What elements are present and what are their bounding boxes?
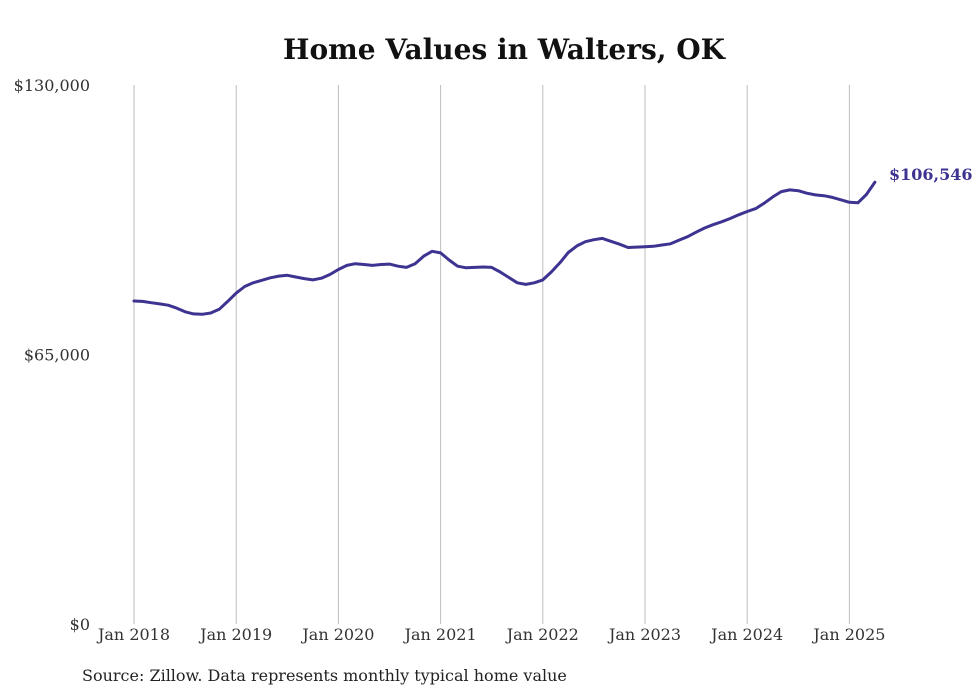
gridlines: [133, 85, 850, 624]
x-tick-label: Jan 2020: [300, 625, 374, 644]
y-tick-label: $130,000: [14, 76, 90, 95]
x-tick-label: Jan 2025: [811, 625, 885, 644]
latest-value-label: $106,546: [889, 165, 973, 184]
x-tick-label: Jan 2019: [198, 625, 272, 644]
source-note: Source: Zillow. Data represents monthly …: [82, 666, 567, 685]
x-tick-label: Jan 2021: [403, 625, 477, 644]
home-value-series-line: [132, 180, 877, 316]
y-axis-tick-labels: $0 $65,000 $130,000: [14, 76, 90, 634]
x-tick-label: Jan 2018: [96, 625, 170, 644]
x-tick-label: Jan 2023: [607, 625, 681, 644]
x-axis-tick-labels: Jan 2018 Jan 2019 Jan 2020 Jan 2021 Jan 2022…: [96, 625, 885, 644]
y-tick-label: $0: [70, 615, 90, 634]
x-tick-label: Jan 2024: [709, 625, 783, 644]
chart-title: Home Values in Walters, OK: [283, 33, 727, 66]
x-tick-label: Jan 2022: [505, 625, 579, 644]
y-tick-label: $65,000: [24, 346, 90, 365]
